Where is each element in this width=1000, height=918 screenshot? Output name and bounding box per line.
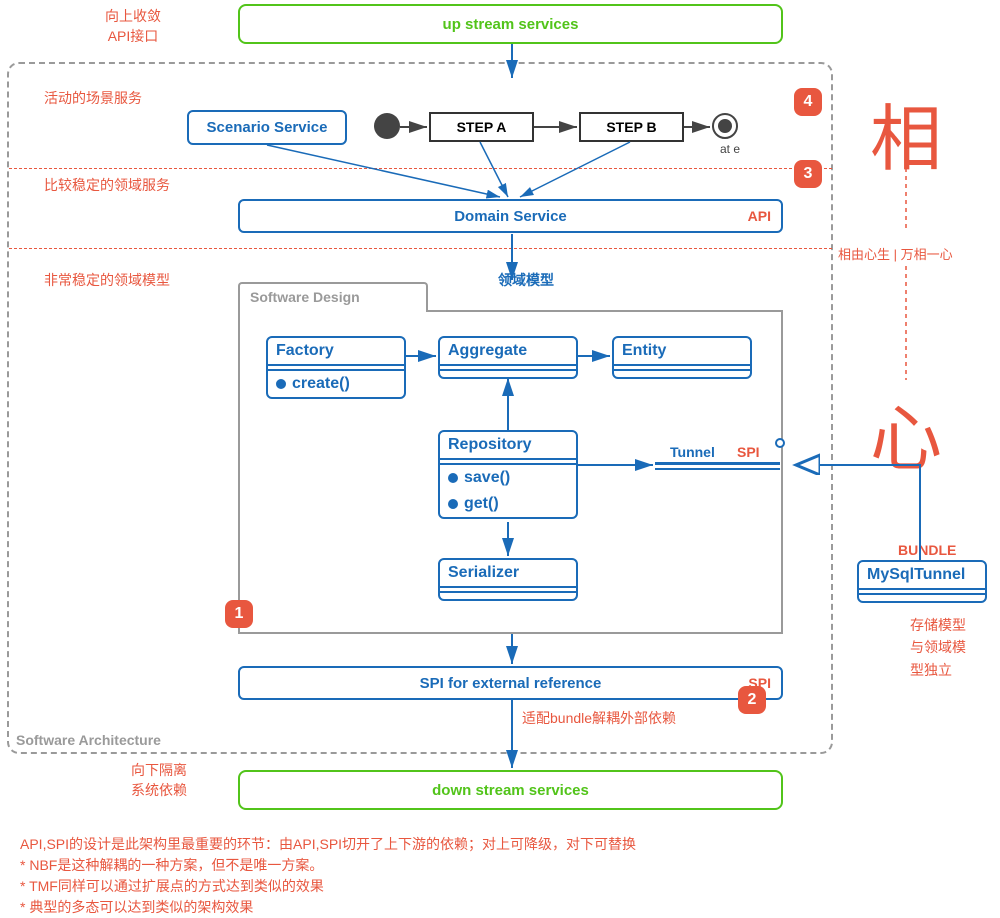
upstream-box: up stream services <box>238 4 783 44</box>
mysql-tunnel-box: MySqlTunnel <box>857 560 987 603</box>
downstream-box: down stream services <box>238 770 783 810</box>
domain-model-cn: 领域模型 <box>498 270 554 290</box>
scenario-service-box: Scenario Service <box>187 110 347 145</box>
section3-label: 非常稳定的领域模型 <box>44 270 170 290</box>
subtitle: 相由心生 | 万相一心 <box>838 244 953 263</box>
badge-1: 1 <box>225 600 253 628</box>
factory-box: Factory create() <box>266 336 406 399</box>
spi-box: SPI for external reference SPI <box>238 666 783 700</box>
char-xiang: 相 <box>870 80 942 185</box>
char-xin: 心 <box>870 380 942 485</box>
label-up-api: 向上收敛 API接口 <box>105 6 161 46</box>
badge-4: 4 <box>794 88 822 116</box>
repo-save: save() <box>440 465 576 491</box>
repository-box: Repository save() get() <box>438 430 578 519</box>
section2-label: 比较稳定的领域服务 <box>44 175 170 195</box>
badge-3: 3 <box>794 160 822 188</box>
terminal-label: at e <box>720 143 740 156</box>
entity-box: Entity <box>612 336 752 379</box>
architecture-label: Software Architecture <box>12 732 165 748</box>
api-badge: API <box>748 208 771 224</box>
tunnel-underline2 <box>655 468 780 470</box>
factory-create: create() <box>268 371 404 397</box>
bundle-label: BUNDLE <box>898 542 956 558</box>
aggregate-box: Aggregate <box>438 336 578 379</box>
tunnel-spi-label: SPI <box>737 444 760 460</box>
tunnel-port <box>775 438 785 448</box>
step-a-box: STEP A <box>429 112 534 142</box>
footer-notes: API,SPI的设计是此架构里最重要的环节：由API,SPI切开了上下游的依赖；… <box>20 834 636 918</box>
label-down: 向下隔离 系统依赖 <box>131 760 187 800</box>
tunnel-underline <box>655 462 780 465</box>
section1-label: 活动的场景服务 <box>44 88 142 108</box>
step-b-box: STEP B <box>579 112 684 142</box>
serializer-box: Serializer <box>438 558 578 601</box>
storage-note: 存储模型 与领域模 型独立 <box>910 614 966 681</box>
adapt-note: 适配bundle解耦外部依赖 <box>522 708 676 728</box>
repo-get: get() <box>440 491 576 517</box>
divider-2 <box>9 248 832 249</box>
badge-2: 2 <box>738 686 766 714</box>
domain-service-box: Domain Service API <box>238 199 783 233</box>
start-node <box>374 113 400 139</box>
divider-1 <box>9 168 832 169</box>
tunnel-label: Tunnel <box>670 444 715 460</box>
end-node <box>712 113 738 139</box>
